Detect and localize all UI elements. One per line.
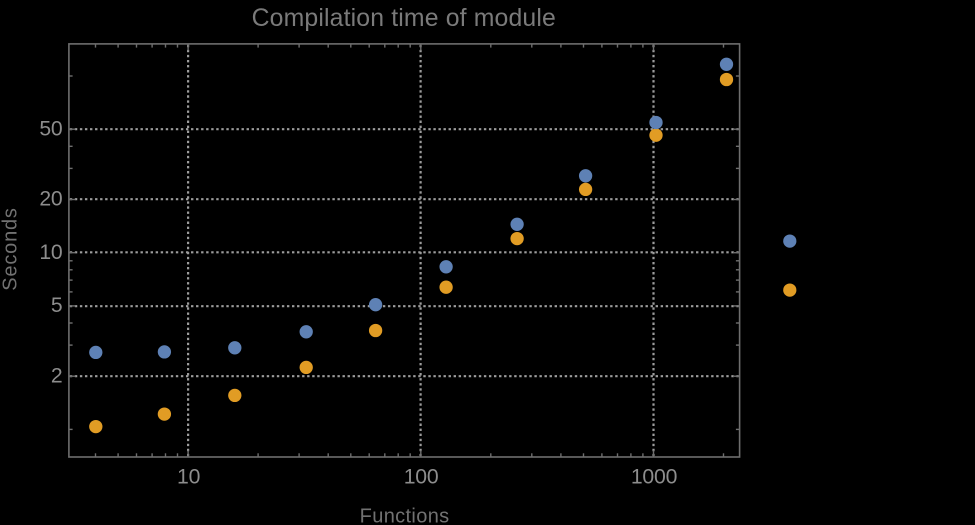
svg-text:20: 20 — [39, 188, 62, 211]
svg-text:1000: 1000 — [631, 466, 677, 489]
svg-text:Functions: Functions — [360, 505, 450, 525]
svg-text:Compilation time of module: Compilation time of module — [252, 5, 556, 32]
svg-text:10: 10 — [39, 241, 62, 264]
svg-text:Seconds: Seconds — [0, 207, 22, 290]
svg-text:50: 50 — [39, 117, 62, 140]
svg-text:10: 10 — [177, 466, 200, 489]
svg-text:100: 100 — [404, 466, 439, 489]
svg-text:2: 2 — [51, 364, 63, 387]
svg-text:5: 5 — [51, 294, 63, 317]
